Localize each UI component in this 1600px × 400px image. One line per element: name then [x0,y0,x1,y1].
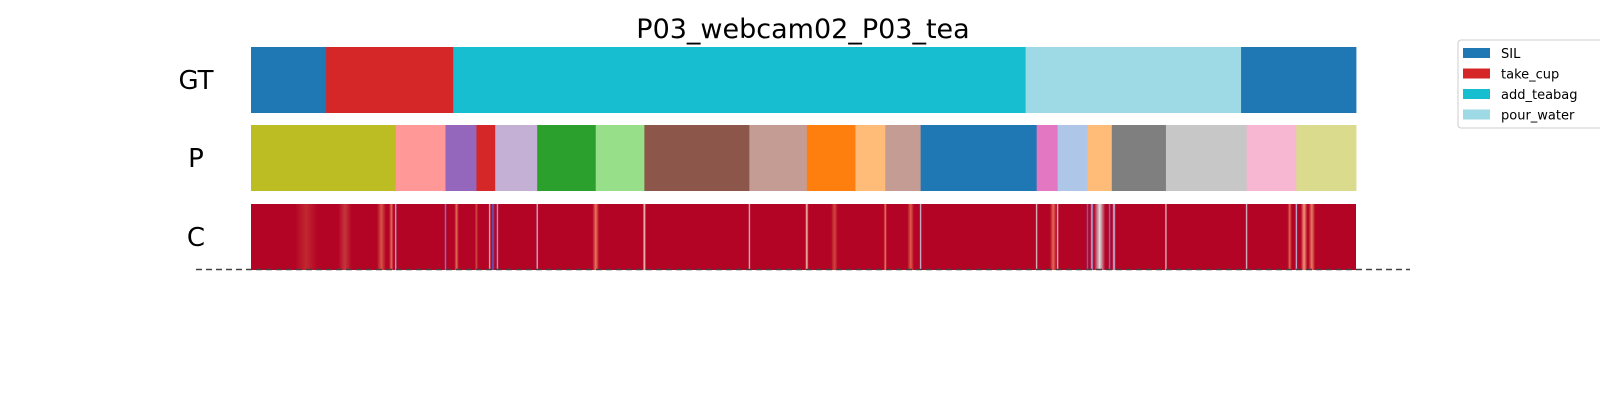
segment-p-2 [445,125,477,191]
segment-p-14 [1057,125,1088,191]
confidence-dip-26 [1108,204,1111,270]
segment-p-10 [855,125,886,191]
confidence-dip-29 [1245,204,1248,270]
confidence-dip-23 [1086,204,1089,270]
legend-swatch [1463,109,1490,120]
segment-p-17 [1165,125,1248,191]
confidence-dip-22 [1056,204,1059,270]
confidence-dip-25 [1094,204,1106,270]
chart-title: P03_webcam02_P03_tea [636,14,969,45]
confidence-dip-32 [1300,204,1308,270]
confidence-dip-8 [488,204,491,270]
confidence-dip-31 [1295,204,1298,270]
segment-gt-2 [453,47,1027,113]
segment-p-11 [885,125,922,191]
confidence-dip-33 [1308,204,1316,270]
legend-swatch [1463,48,1490,58]
confidence-dip-12 [592,204,600,270]
segment-gt-4 [1241,47,1357,113]
legend-frame [1457,39,1600,129]
confidence-dip-18 [907,204,914,270]
legend-swatch [1463,89,1490,99]
segment-gt-0 [251,47,327,113]
legend-label: pour_water [1501,109,1575,124]
row-label: P [188,144,204,174]
legend-label: SIL [1501,47,1521,62]
segment-p-9 [806,125,856,191]
row-p: P [188,125,1357,191]
confidence-dip-5 [444,204,447,270]
row-label: GT [178,66,213,96]
confidence-dip-9 [491,204,495,270]
segment-gt-1 [326,47,454,113]
row-label: C [187,223,205,253]
confidence-dip-2 [376,204,386,270]
confidence-dip-14 [748,204,751,270]
legend-label: add_teabag [1501,88,1578,103]
segment-p-7 [644,125,750,191]
segment-p-12 [920,125,1038,191]
confidence-dip-4 [394,204,397,270]
segment-gt-3 [1025,47,1242,113]
confidence-dip-0 [295,204,318,270]
confidence-dip-7 [474,204,479,270]
segment-p-15 [1087,125,1113,191]
confidence-dip-15 [805,204,809,270]
confidence-dip-21 [1049,204,1057,270]
segment-p-5 [537,125,597,191]
legend: SIL take_cup add_teabag pour_water [1457,39,1600,129]
segment-p-19 [1296,125,1357,191]
segment-p-18 [1246,125,1297,191]
segment-p-0 [251,125,397,191]
segment-p-4 [495,125,538,191]
confidence-dip-10 [496,204,499,270]
confidence-dip-24 [1090,204,1094,270]
confidence-dip-13 [642,204,647,270]
segment-p-13 [1036,125,1059,191]
timeline-rows: GT P C [178,47,1357,270]
legend-label: take_cup [1501,68,1559,83]
confidence-dip-3 [389,204,394,270]
confidence-dip-27 [1112,204,1116,270]
segment-p-16 [1111,125,1167,191]
legend-swatch [1463,68,1490,79]
segment-p-3 [476,125,496,191]
segment-p-1 [395,125,446,191]
segment-p-8 [749,125,808,191]
confidence-dip-16 [831,204,838,270]
confidence-dip-28 [1164,204,1168,270]
confidence-dip-11 [536,204,539,270]
confidence-dip-17 [883,204,887,270]
row-gt: GT [178,47,1357,113]
confidence-dip-20 [1035,204,1038,270]
confidence-dip-19 [919,204,922,270]
confidence-dip-30 [1287,204,1292,270]
confidence-dip-1 [338,204,352,270]
confidence-base [251,204,1356,270]
segment-p-6 [595,125,645,191]
confidence-dip-6 [454,204,459,270]
row-c: C [187,204,1356,270]
